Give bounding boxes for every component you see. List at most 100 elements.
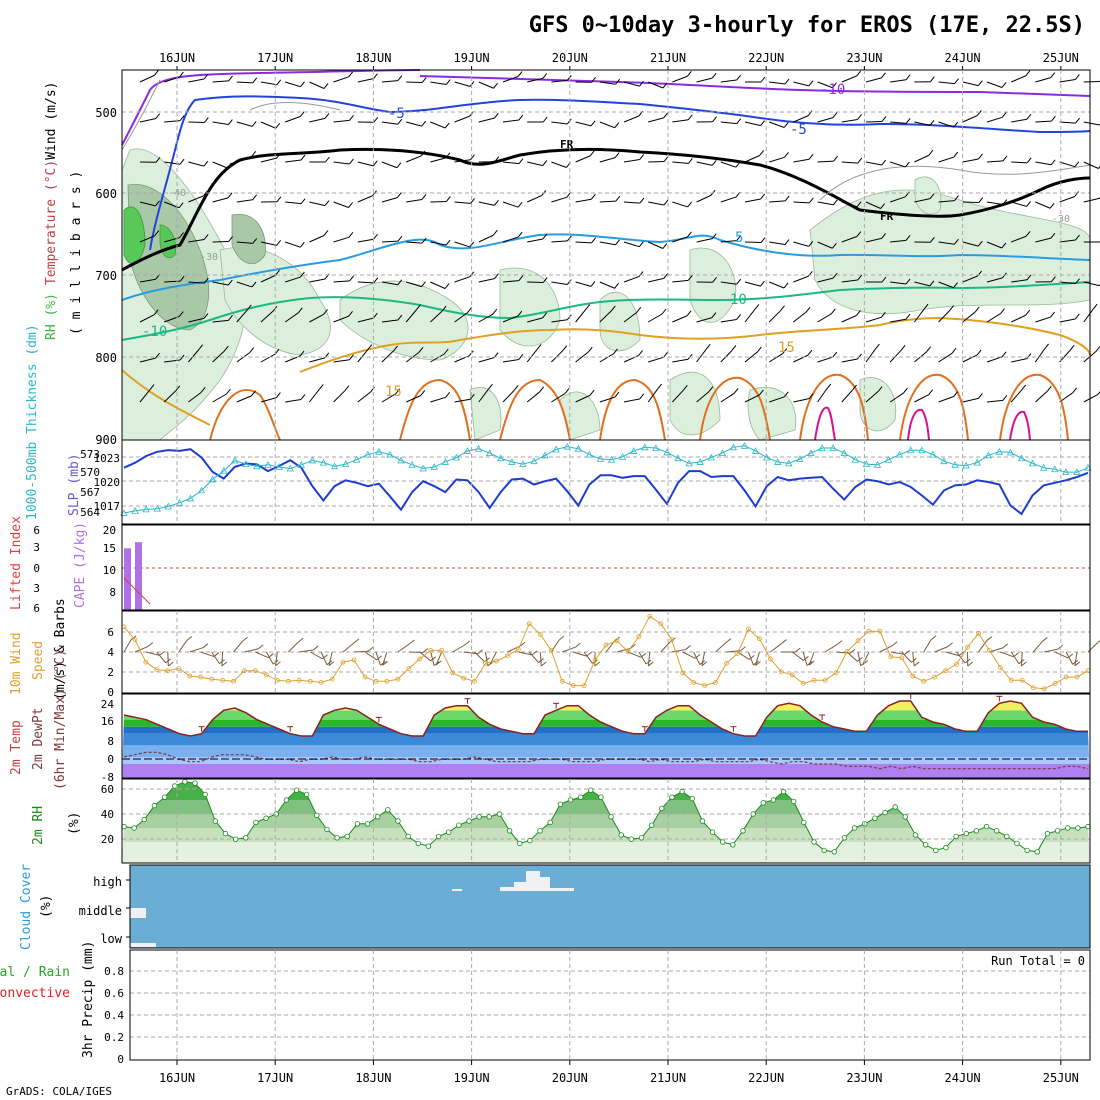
wind-point <box>822 677 828 683</box>
upper-wind-barb <box>962 354 978 363</box>
upper-wind-barb-feather <box>712 116 717 123</box>
upper-wind-barb-feather <box>711 72 717 79</box>
wind-barb <box>923 639 932 653</box>
wind-barb <box>715 642 727 653</box>
rh-point <box>1044 830 1051 837</box>
wind-point <box>318 680 324 685</box>
thickness-point <box>208 475 217 483</box>
upper-wind-barb <box>648 201 665 206</box>
upper-wind-barb-feather <box>566 118 572 125</box>
upper-wind-barb <box>793 81 810 87</box>
upper-wind-barb <box>139 389 151 403</box>
wind-point <box>1074 674 1080 680</box>
upper-wind-barb <box>139 118 156 123</box>
wind-barb <box>354 650 369 653</box>
upper-wind-barb-feather <box>590 193 596 200</box>
upper-wind-barb-feather <box>736 314 741 320</box>
wind-barb <box>156 651 167 664</box>
upper-wind-barb-feather <box>300 394 306 400</box>
upper-wind-barb <box>260 81 277 86</box>
thickness-point <box>873 460 882 468</box>
upper-wind-barb <box>212 281 229 286</box>
wind-barb <box>1010 651 1020 665</box>
rh-point <box>364 821 371 827</box>
rh-point <box>912 832 919 838</box>
rh-point <box>760 800 766 806</box>
upper-wind-barb-feather <box>953 121 959 128</box>
upper-wind-barb <box>768 353 784 363</box>
rh-point <box>659 805 665 812</box>
tick-label: 0 <box>33 562 40 575</box>
upper-wind-barb <box>817 313 832 323</box>
tick-label: 6 <box>33 524 40 537</box>
upper-wind-barb-feather <box>735 161 741 168</box>
upper-wind-barb <box>962 275 978 283</box>
wind-barb <box>189 647 204 653</box>
date-label: 19JUN <box>454 51 490 65</box>
wind-point <box>614 638 620 644</box>
thickness-point <box>807 449 815 457</box>
rh-point <box>588 787 594 793</box>
upper-wind-barb <box>236 81 253 84</box>
upper-wind-barb-feather <box>615 195 621 202</box>
cloud-y-title-1: Cloud Cover <box>19 864 34 950</box>
wind-barb <box>145 651 160 656</box>
contour-label: -30 <box>200 252 218 263</box>
upper-wind-barb-feather <box>179 115 185 121</box>
wind-barb <box>978 640 988 653</box>
thickness-point <box>441 458 450 465</box>
wind-barb-feather <box>221 661 228 667</box>
wind-point <box>866 628 872 634</box>
thickness-point <box>353 455 361 463</box>
wind-point <box>581 683 587 688</box>
wind-barb-feather <box>630 643 636 649</box>
wind-point <box>811 677 817 683</box>
upper-wind-barb-feather <box>252 77 258 84</box>
upper-wind-barb-feather <box>1000 308 1005 314</box>
tick-label: 1020 <box>94 476 121 489</box>
upper-wind-barb <box>406 281 422 288</box>
upper-wind-barb-feather <box>155 156 161 163</box>
thickness-point <box>364 450 372 458</box>
upper-wind-barb <box>381 319 398 323</box>
rh-point <box>608 814 614 820</box>
upper-wind-barb <box>623 81 640 87</box>
wind-point <box>526 621 532 627</box>
rh-markers <box>121 779 1091 855</box>
wind-speed-markers <box>121 613 1091 692</box>
upper-wind-barb-feather <box>978 197 984 203</box>
tick-label: 500 <box>95 106 117 120</box>
thickness-point <box>485 449 494 457</box>
upper-wind-barb-feather <box>953 391 959 397</box>
rh-point <box>628 836 635 842</box>
upper-wind-barb <box>1059 161 1076 168</box>
upper-wind-barb <box>986 313 1001 323</box>
upper-wind-barb <box>599 200 616 203</box>
upper-wind-barb <box>744 241 762 244</box>
wind-barb <box>382 651 388 666</box>
upper-wind-barb <box>720 281 737 285</box>
wind-barb-feather <box>904 650 910 655</box>
upper-wind-barb <box>986 160 1003 163</box>
upper-wind-barb-feather <box>638 241 644 247</box>
upper-wind-barb-feather <box>542 312 548 319</box>
wind-barb <box>647 651 651 666</box>
upper-wind-barb-feather <box>639 197 645 204</box>
upper-wind-barb <box>647 241 664 249</box>
upper-wind-barb-feather <box>348 310 353 317</box>
rh-point <box>374 814 381 820</box>
wind-point <box>778 669 784 675</box>
upper-wind-barb <box>212 319 229 323</box>
upper-wind-barb-feather <box>639 80 644 87</box>
upper-wind-barb <box>720 79 737 83</box>
thickness-point <box>962 461 970 469</box>
cape-y-title: CAPE (J/kg) <box>73 522 88 608</box>
thickness-point <box>1062 468 1070 476</box>
upper-wind-barb <box>551 196 567 203</box>
upper-wind-barb <box>527 281 544 284</box>
wind-barb <box>397 643 410 653</box>
rh-point <box>902 814 909 820</box>
upper-wind-barb <box>502 280 519 283</box>
upper-wind-barb-feather <box>930 236 935 243</box>
upper-wind-barb <box>381 393 396 403</box>
